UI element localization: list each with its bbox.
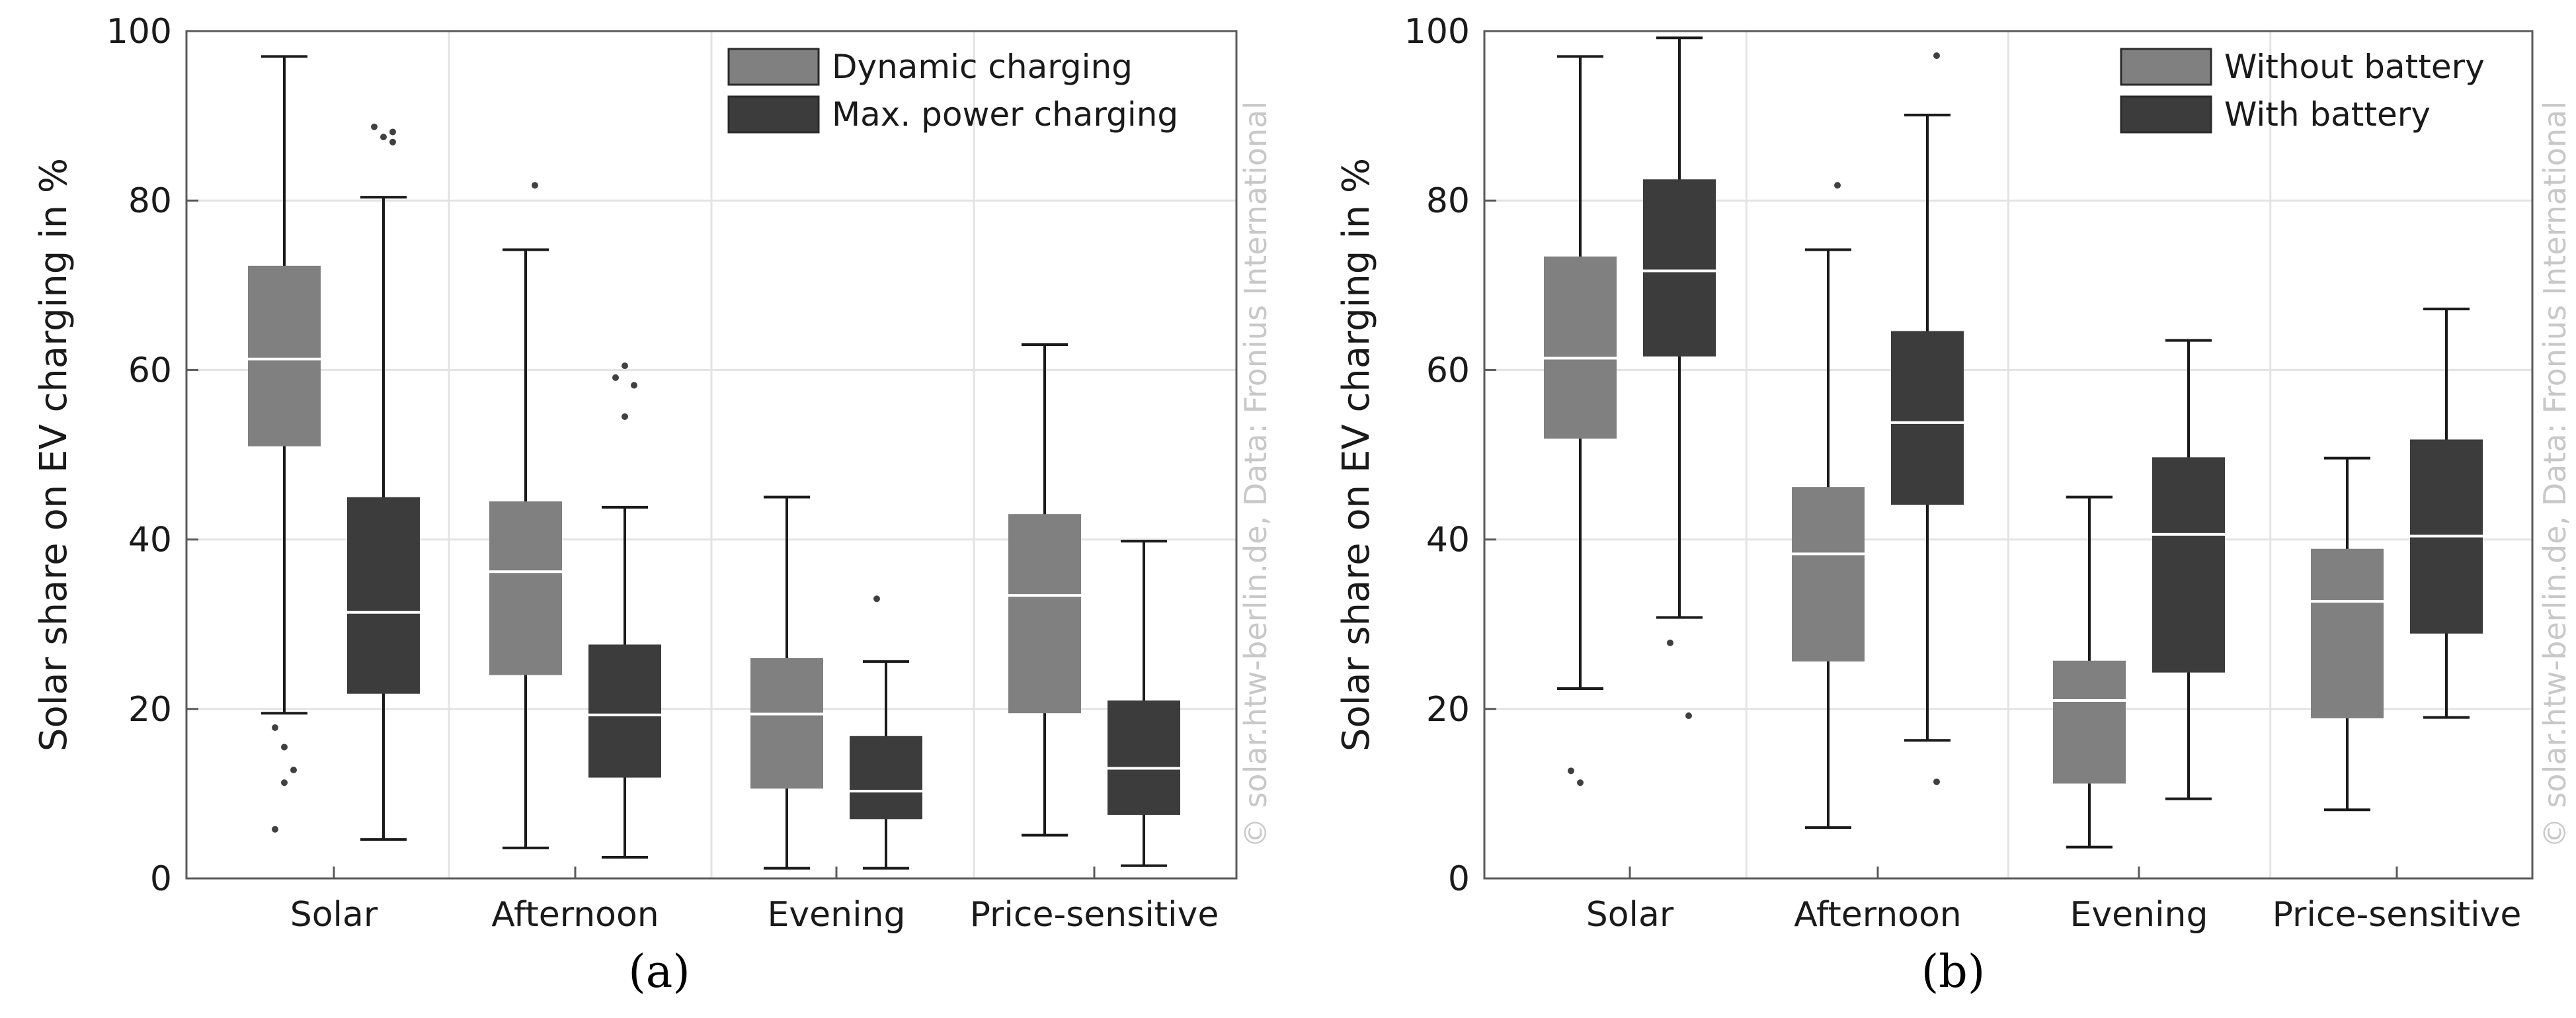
box-with-battery-evening [2152, 339, 2225, 800]
legend-label: With battery [2224, 95, 2431, 134]
outlier-point [612, 374, 619, 381]
outlier-point [281, 743, 288, 751]
iqr-box [347, 497, 420, 694]
box-max-power-charging-price-sensitive [1107, 540, 1180, 867]
y-tick-label: 0 [150, 859, 172, 899]
outlier-point [389, 128, 396, 136]
outlier-point [1667, 639, 1673, 646]
outlier-point [622, 413, 628, 420]
outlier-point [1577, 779, 1584, 786]
legend-label: Max. power charging [832, 95, 1178, 134]
chart-panel-b: 0 20 40 60 80 100 Solar Afternoon Evening Price-s… [1335, 12, 2573, 998]
iqr-box [2053, 660, 2126, 784]
y-tick-label: 40 [128, 521, 172, 560]
legend-swatch [727, 48, 820, 86]
watermark-text: © solar.htw-berlin.de, Data: Fronius Int… [2537, 101, 2573, 848]
x-tick-label: Evening [768, 895, 906, 935]
iqr-box [588, 644, 661, 778]
box-with-battery-solar [1643, 36, 1716, 720]
y-axis-label: Solar share on EV charging in % [1335, 158, 1378, 751]
y-tick-label: 80 [1426, 181, 1470, 221]
legend-swatch [2120, 48, 2212, 86]
outlier-point [1568, 767, 1574, 775]
y-tick-label: 20 [128, 690, 172, 730]
x-tick-label: Afternoon [1794, 895, 1962, 935]
outlier-point [873, 595, 880, 603]
outlier-point [281, 779, 288, 786]
x-tick-label: Evening [2070, 895, 2208, 935]
legend: Dynamic charging Max. power charging [727, 48, 1178, 134]
y-tick-label: 60 [128, 351, 172, 390]
box-without-battery-price-sensitive [2311, 456, 2384, 812]
box-dynamic-charging-evening [750, 495, 823, 870]
iqr-box [750, 657, 823, 789]
y-tick-label: 80 [128, 181, 172, 221]
legend-swatch [2120, 95, 2212, 134]
y-tick-label: 40 [1426, 521, 1470, 560]
legend: Without battery With battery [2120, 48, 2485, 134]
iqr-box [1544, 256, 1617, 439]
iqr-box [2152, 457, 2225, 673]
iqr-box [1891, 331, 1964, 505]
axes-frame [185, 30, 1238, 880]
y-tick-label: 60 [1426, 351, 1470, 390]
outlier-point [1834, 182, 1841, 189]
box-max-power-charging-afternoon [588, 362, 661, 859]
y-tick-label: 20 [1426, 690, 1470, 730]
panel-label: (b) [1921, 946, 1986, 998]
x-tick-label: Solar [290, 895, 378, 935]
iqr-box [1107, 700, 1180, 815]
legend-label: Dynamic charging [832, 48, 1133, 86]
y-tick-label: 0 [1448, 859, 1470, 899]
outlier-point [389, 138, 396, 146]
outlier-point [1933, 52, 1940, 60]
x-tick-label: Solar [1586, 895, 1674, 935]
iqr-box [1643, 179, 1716, 357]
iqr-box [489, 501, 562, 675]
outlier-point [272, 826, 278, 833]
box-max-power-charging-evening [850, 595, 922, 870]
iqr-box [1008, 514, 1081, 714]
panel-label: (a) [628, 946, 690, 998]
box-dynamic-charging-price-sensitive [1008, 343, 1081, 837]
outlier-point [290, 767, 297, 774]
iqr-box [2311, 548, 2384, 718]
legend-label: Without battery [2224, 48, 2485, 86]
legend-swatch [727, 95, 820, 134]
iqr-box [850, 736, 922, 820]
y-tick-label: 100 [1404, 12, 1470, 52]
iqr-box [1792, 487, 1865, 662]
outlier-point [371, 123, 378, 130]
x-tick-label: Afternoon [491, 895, 659, 935]
box-with-battery-price-sensitive [2410, 308, 2483, 719]
y-axis-label: Solar share on EV charging in % [32, 158, 75, 751]
box-dynamic-charging-solar [248, 55, 321, 833]
box-max-power-charging-solar [347, 123, 420, 841]
box-without-battery-evening [2053, 495, 2126, 849]
outlier-point [272, 724, 278, 731]
chart-panel-a: 0 20 40 60 80 100 Solar Afternoon Evening Price-s… [32, 12, 1273, 998]
outlier-point [1685, 712, 1692, 720]
outlier-point [532, 182, 538, 189]
outlier-point [622, 362, 628, 369]
y-tick-label: 100 [106, 12, 172, 52]
box-without-battery-solar [1544, 55, 1617, 786]
x-tick-label: Price-sensitive [2273, 895, 2522, 935]
outlier-point [1933, 778, 1940, 785]
box-dynamic-charging-afternoon [489, 182, 562, 849]
outlier-point [631, 382, 637, 389]
x-tick-label: Price-sensitive [970, 895, 1219, 935]
box-without-battery-afternoon [1792, 182, 1865, 829]
box-with-battery-afternoon [1891, 52, 1964, 785]
axes-frame [1483, 30, 2534, 880]
watermark-text: © solar.htw-berlin.de, Data: Fronius Int… [1238, 101, 1273, 848]
outlier-point [380, 134, 387, 141]
iqr-box [248, 265, 321, 446]
